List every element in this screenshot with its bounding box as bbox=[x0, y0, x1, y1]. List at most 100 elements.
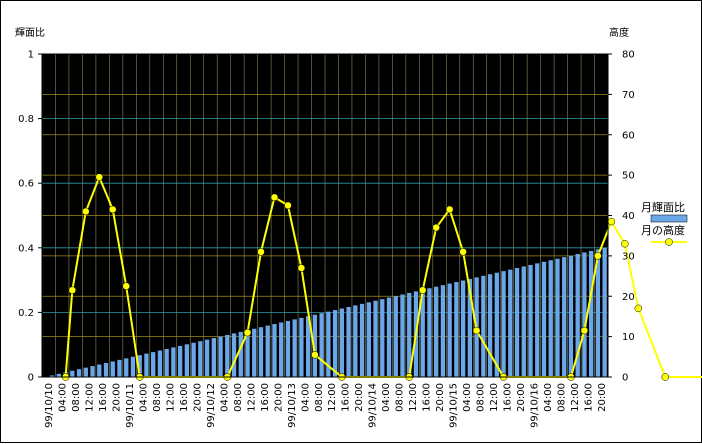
illuminated-fraction-bar bbox=[501, 271, 506, 377]
x-tick-label: 04:00 bbox=[462, 383, 473, 412]
x-tick-label: 16:00 bbox=[583, 383, 594, 412]
x-tick-label: 16:00 bbox=[341, 383, 352, 412]
altitude-point bbox=[634, 304, 643, 313]
x-tick-label: 12:00 bbox=[85, 383, 96, 412]
altitude-point bbox=[109, 205, 117, 214]
illuminated-fraction-bar bbox=[541, 261, 547, 377]
illuminated-fraction-bar bbox=[225, 334, 230, 377]
illuminated-fraction-bar bbox=[272, 324, 277, 377]
illuminated-fraction-bar bbox=[83, 367, 88, 377]
x-tick-label: 08:00 bbox=[475, 383, 486, 412]
legend-swatch-altitude-marker bbox=[665, 238, 673, 246]
illuminated-fraction-bar bbox=[124, 358, 129, 377]
illuminated-fraction-bar bbox=[238, 331, 243, 377]
x-tick-label: 20:00 bbox=[192, 383, 203, 412]
altitude-point bbox=[257, 248, 265, 256]
illuminated-fraction-bar bbox=[326, 311, 331, 377]
illuminated-fraction-bar bbox=[602, 247, 607, 377]
illuminated-fraction-bar bbox=[562, 257, 567, 377]
illuminated-fraction-bar bbox=[279, 322, 284, 377]
illuminated-fraction-bar bbox=[528, 264, 533, 377]
illuminated-fraction-bar bbox=[164, 348, 169, 377]
illuminated-fraction-bar bbox=[359, 303, 365, 377]
altitude-point bbox=[284, 201, 292, 210]
illuminated-fraction-bar bbox=[440, 285, 446, 377]
x-tick-label: 99/10/11 bbox=[125, 383, 136, 428]
illuminated-fraction-bar bbox=[218, 336, 223, 377]
illuminated-fraction-bar bbox=[467, 278, 473, 377]
illuminated-fraction-bar bbox=[97, 364, 102, 377]
x-tick-label: 08:00 bbox=[395, 383, 406, 412]
x-tick-label: 12:00 bbox=[570, 383, 581, 412]
right-tick-label: 60 bbox=[622, 130, 635, 141]
illuminated-fraction-bar bbox=[420, 289, 425, 377]
illuminated-fraction-bar bbox=[184, 344, 190, 377]
illuminated-fraction-bar bbox=[595, 249, 601, 377]
altitude-point bbox=[594, 252, 602, 260]
illuminated-fraction-bar bbox=[177, 345, 183, 377]
altitude-point bbox=[122, 282, 130, 290]
illuminated-fraction-bar bbox=[245, 330, 250, 377]
illuminated-fraction-bar bbox=[521, 266, 526, 377]
legend-swatch-illuminated bbox=[650, 214, 688, 223]
illuminated-fraction-bar bbox=[373, 300, 378, 377]
x-tick-label: 04:00 bbox=[300, 383, 311, 412]
illuminated-fraction-bar bbox=[231, 333, 237, 377]
altitude-point bbox=[82, 207, 90, 216]
illuminated-fraction-bar bbox=[535, 263, 540, 377]
illuminated-fraction-bar bbox=[258, 327, 264, 377]
illuminated-fraction-bar bbox=[110, 361, 115, 377]
illuminated-fraction-bar bbox=[353, 305, 358, 377]
illuminated-fraction-bar bbox=[265, 325, 270, 377]
illuminated-fraction-bar bbox=[76, 369, 82, 377]
altitude-point bbox=[243, 328, 252, 337]
x-tick-label: 08:00 bbox=[152, 383, 163, 412]
altitude-point bbox=[432, 223, 440, 232]
right-tick-label: 40 bbox=[622, 211, 635, 222]
illuminated-fraction-bar bbox=[151, 352, 156, 377]
illuminated-fraction-bar bbox=[144, 353, 149, 377]
x-tick-label: 99/10/13 bbox=[287, 383, 298, 428]
illuminated-fraction-bar bbox=[299, 317, 304, 377]
altitude-point bbox=[297, 264, 306, 272]
illuminated-fraction-bar bbox=[56, 373, 62, 377]
illuminated-fraction-bar bbox=[434, 286, 439, 377]
illuminated-fraction-bar bbox=[380, 299, 385, 377]
x-tick-label: 20:00 bbox=[597, 383, 608, 412]
illuminated-fraction-bar bbox=[90, 366, 95, 377]
illuminated-fraction-bar bbox=[400, 294, 405, 377]
illuminated-fraction-bar bbox=[487, 274, 493, 377]
right-tick-label: 10 bbox=[622, 332, 635, 343]
x-tick-label: 08:00 bbox=[71, 383, 82, 412]
altitude-point bbox=[311, 351, 319, 359]
left-tick-label: 0.6 bbox=[18, 179, 34, 190]
illuminated-fraction-bar bbox=[407, 292, 412, 377]
illuminated-fraction-bar bbox=[117, 359, 122, 377]
altitude-point bbox=[580, 326, 589, 335]
x-tick-label: 16:00 bbox=[179, 383, 190, 412]
illuminated-fraction-bar bbox=[319, 313, 324, 377]
illuminated-fraction-bar bbox=[305, 316, 311, 377]
illuminated-fraction-bar bbox=[252, 328, 257, 377]
x-tick-label: 12:00 bbox=[327, 383, 338, 412]
illuminated-fraction-bar bbox=[339, 308, 345, 377]
x-tick-label: 04:00 bbox=[58, 383, 69, 412]
gridlines bbox=[41, 53, 609, 377]
left-tick-label: 0 bbox=[28, 373, 34, 384]
x-tick-label: 99/10/10 bbox=[44, 383, 55, 428]
x-tick-label: 08:00 bbox=[233, 383, 244, 412]
x-tick-label: 12:00 bbox=[246, 383, 257, 412]
x-tick-label: 04:00 bbox=[139, 383, 150, 412]
x-tick-label: 04:00 bbox=[219, 383, 230, 412]
legend-label-altitude: 月の高度 bbox=[641, 223, 685, 237]
altitude-point bbox=[270, 193, 279, 202]
illuminated-fraction-bar bbox=[346, 306, 351, 377]
altitude-point bbox=[445, 205, 454, 214]
x-tick-label: 08:00 bbox=[556, 383, 567, 412]
illuminated-fraction-bar bbox=[332, 310, 338, 377]
right-tick-label: 70 bbox=[622, 90, 635, 101]
right-axis-title: 高度 bbox=[609, 26, 629, 39]
x-tick-label: 20:00 bbox=[112, 383, 123, 412]
x-tick-label: 16:00 bbox=[502, 383, 513, 412]
